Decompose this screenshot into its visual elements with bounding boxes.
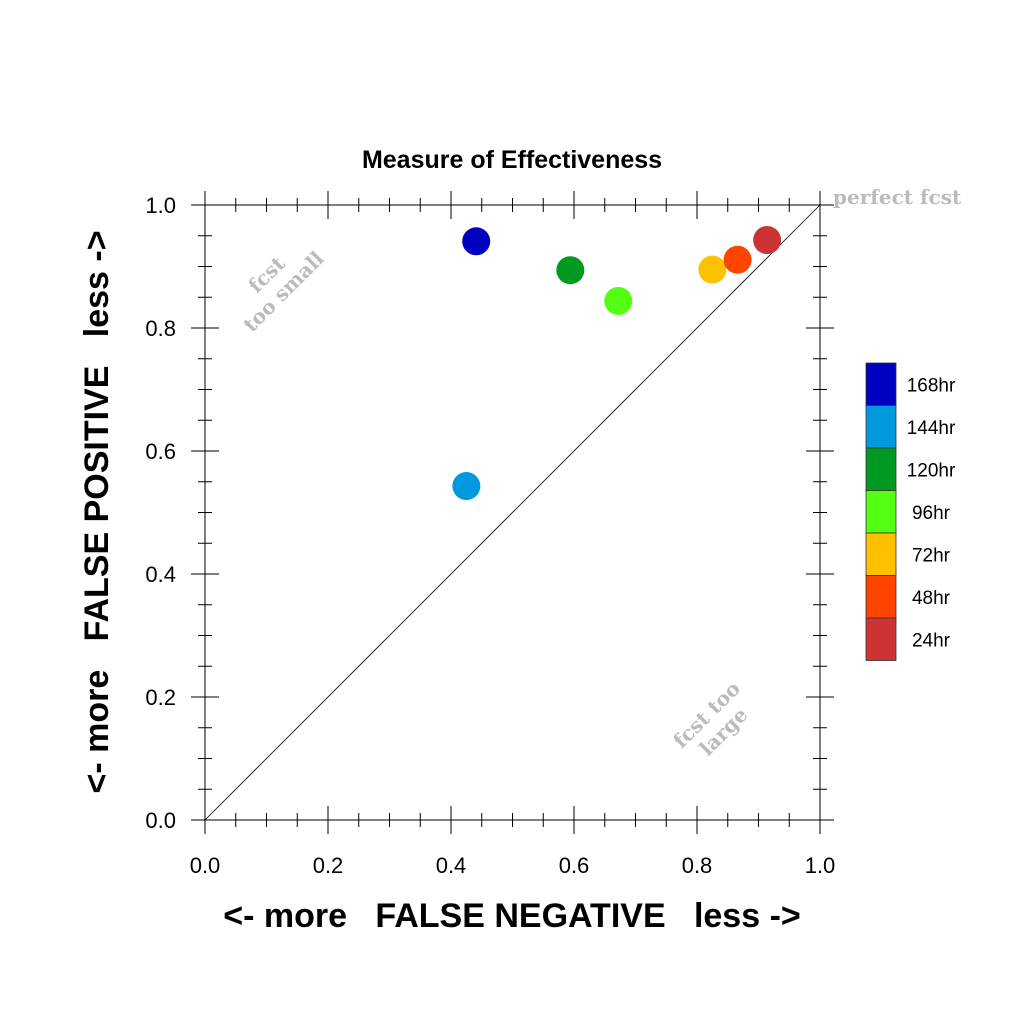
point-24hr	[753, 226, 782, 255]
point-96hr	[604, 286, 633, 315]
annotation-fcst-too-large: fcst too large	[668, 676, 752, 760]
legend: 168hr 144hr 120hr 96hr 72hr 48hr 24hr	[865, 362, 956, 661]
chart-title: Measure of Effectiveness	[362, 146, 662, 174]
y-tick-label: 0.6	[145, 439, 176, 464]
legend-label-48hr: 48hr	[912, 588, 951, 609]
legend-label-168hr: 168hr	[907, 375, 956, 396]
y-tick-label: 0.8	[145, 316, 176, 341]
annotation-perfect-fcst: perfect fcst	[833, 185, 962, 209]
legend-label-96hr: 96hr	[912, 503, 951, 524]
y-tick-label: 0.2	[145, 685, 176, 710]
annotation-small-line2: too small	[238, 246, 328, 336]
plot-area: 0.0 0.2 0.4 0.6 0.8 1.0 0.0 0.2 0.4 0.6 0.8 1.0	[145, 191, 835, 878]
point-168hr	[462, 227, 491, 256]
point-48hr	[723, 245, 752, 274]
y-axis-label: <- more FALSE POSITIVE less ->	[78, 230, 116, 793]
perfect-diagonal-line	[204, 204, 821, 821]
x-axis-label: <- more FALSE NEGATIVE less ->	[223, 897, 801, 935]
annotation-fcst-too-small: fcst too small	[238, 246, 328, 336]
x-tick-label: 1.0	[805, 853, 836, 878]
legend-swatch-96hr	[865, 490, 897, 534]
legend-swatch-168hr	[865, 362, 897, 406]
legend-label-72hr: 72hr	[912, 545, 951, 566]
legend-label-24hr: 24hr	[912, 630, 951, 651]
minor-ticks	[198, 198, 827, 827]
legend-label-144hr: 144hr	[907, 418, 956, 439]
y-tick-labels: 0.0 0.2 0.4 0.6 0.8 1.0	[145, 193, 176, 833]
legend-swatch-144hr	[865, 405, 897, 449]
x-tick-labels: 0.0 0.2 0.4 0.6 0.8 1.0	[190, 853, 836, 878]
point-120hr	[556, 256, 585, 285]
x-tick-label: 0.4	[436, 853, 467, 878]
y-tick-label: 1.0	[145, 193, 176, 218]
point-144hr	[452, 472, 481, 501]
legend-swatch-48hr	[865, 575, 897, 619]
point-72hr	[698, 255, 727, 284]
y-tick-label: 0.0	[145, 808, 176, 833]
legend-label-120hr: 120hr	[907, 460, 956, 481]
legend-swatch-120hr	[865, 447, 897, 491]
legend-swatch-24hr	[865, 617, 897, 661]
x-tick-label: 0.8	[682, 853, 713, 878]
legend-swatch-72hr	[865, 532, 897, 576]
data-points	[452, 226, 782, 501]
x-tick-label: 0.6	[559, 853, 590, 878]
major-ticks	[191, 191, 834, 834]
x-tick-label: 0.0	[190, 853, 221, 878]
x-tick-label: 0.2	[313, 853, 344, 878]
y-tick-label: 0.4	[145, 562, 176, 587]
